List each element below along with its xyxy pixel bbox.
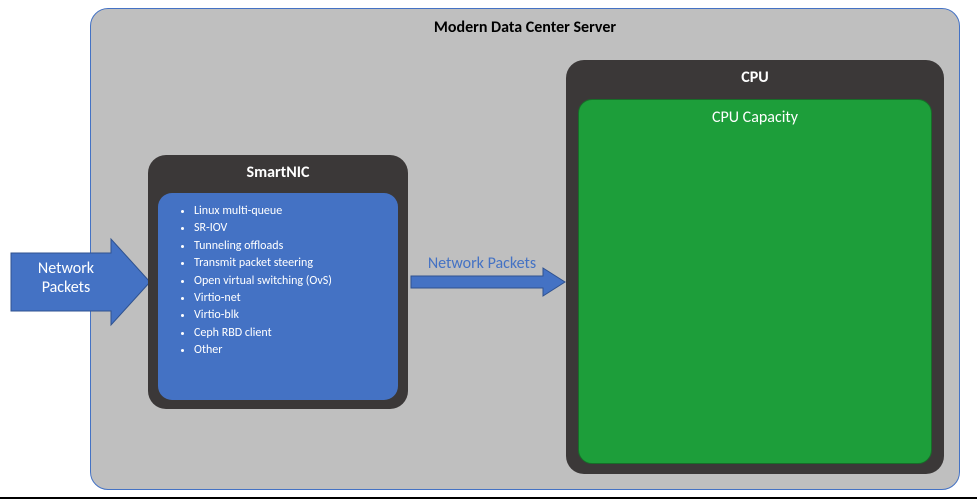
- cpu-title: CPU: [566, 68, 944, 87]
- network-packets-label-mid: Network Packets: [416, 254, 548, 273]
- cpu-capacity-label: CPU Capacity: [579, 108, 931, 127]
- bottom-divider: [0, 497, 977, 499]
- cpu-capacity-panel: CPU Capacity: [578, 99, 932, 464]
